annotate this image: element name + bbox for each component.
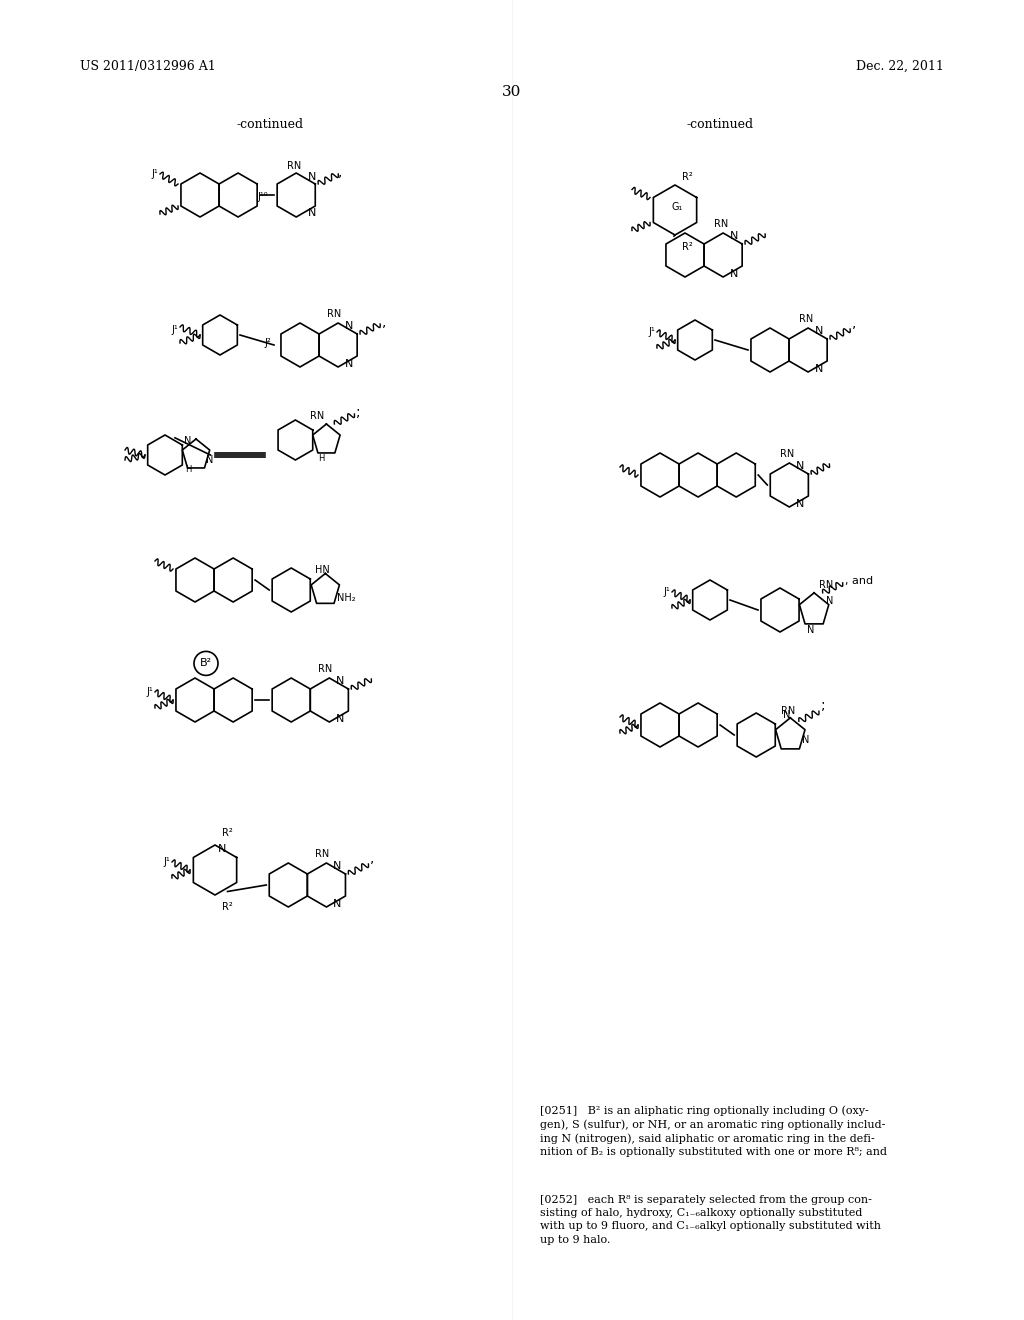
Text: -continued: -continued (237, 117, 303, 131)
Text: N: N (336, 714, 344, 723)
Text: 30: 30 (503, 84, 521, 99)
Text: N: N (218, 843, 226, 854)
Text: J¹⁰: J¹⁰ (258, 193, 268, 202)
Text: -continued: -continued (686, 117, 754, 131)
Text: N: N (730, 231, 738, 242)
Text: RN: RN (781, 706, 796, 717)
Text: N: N (803, 735, 810, 746)
Text: RN: RN (780, 449, 795, 458)
Text: RN: RN (799, 314, 813, 323)
Text: N: N (184, 436, 191, 446)
Text: RN: RN (315, 849, 329, 858)
Text: R²: R² (682, 173, 693, 182)
Text: ;: ; (821, 698, 825, 713)
Text: US 2011/0312996 A1: US 2011/0312996 A1 (80, 59, 216, 73)
Text: [0251]   B² is an aliphatic ring optionally including O (oxy-
gen), S (sulfur), : [0251] B² is an aliphatic ring optionall… (540, 1105, 887, 1156)
Text: N: N (345, 321, 353, 331)
Text: J¹: J¹ (152, 169, 158, 180)
Text: H: H (184, 465, 191, 474)
Text: ,: , (371, 851, 375, 865)
Text: J¹: J¹ (171, 325, 178, 335)
Text: N: N (796, 499, 805, 508)
Text: R²: R² (682, 243, 693, 252)
Text: J¹: J¹ (648, 327, 655, 337)
Text: R²: R² (222, 903, 232, 912)
Text: N: N (307, 173, 315, 182)
Text: N: N (730, 269, 738, 279)
Text: N: N (796, 461, 805, 471)
Text: ,: , (852, 315, 856, 330)
Text: RN: RN (327, 309, 341, 318)
Text: ;: ; (356, 405, 361, 418)
Text: N: N (826, 597, 834, 606)
Text: N: N (307, 207, 315, 218)
Text: RN: RN (310, 411, 325, 421)
Text: J²: J² (264, 338, 271, 348)
Text: G₁: G₁ (672, 202, 683, 213)
Text: J¹: J¹ (163, 857, 170, 867)
Text: R²: R² (222, 828, 232, 837)
Text: N: N (807, 626, 814, 635)
Text: , and: , and (845, 576, 872, 586)
Text: N: N (333, 899, 342, 908)
Text: B²: B² (200, 659, 212, 668)
Text: [0252]   each R⁸ is separately selected from the group con-
sisting of halo, hyd: [0252] each R⁸ is separately selected fr… (540, 1195, 881, 1245)
Text: RN: RN (819, 579, 834, 590)
Text: RN: RN (287, 161, 301, 170)
Text: J¹: J¹ (146, 686, 153, 697)
Text: N: N (336, 676, 344, 686)
Text: J¹: J¹ (664, 587, 670, 597)
Text: N: N (345, 359, 353, 368)
Text: ,: , (382, 315, 386, 329)
Text: N: N (206, 455, 213, 465)
Text: Dec. 22, 2011: Dec. 22, 2011 (856, 59, 944, 73)
Text: RN: RN (714, 219, 728, 228)
Text: NH₂: NH₂ (337, 593, 355, 603)
Text: N: N (783, 710, 791, 719)
Text: N: N (333, 862, 342, 871)
Text: RN: RN (317, 664, 332, 673)
Text: ,: , (338, 165, 343, 180)
Text: H: H (318, 454, 325, 463)
Text: HN: HN (314, 565, 330, 576)
Text: N: N (815, 364, 823, 374)
Text: N: N (815, 326, 823, 337)
